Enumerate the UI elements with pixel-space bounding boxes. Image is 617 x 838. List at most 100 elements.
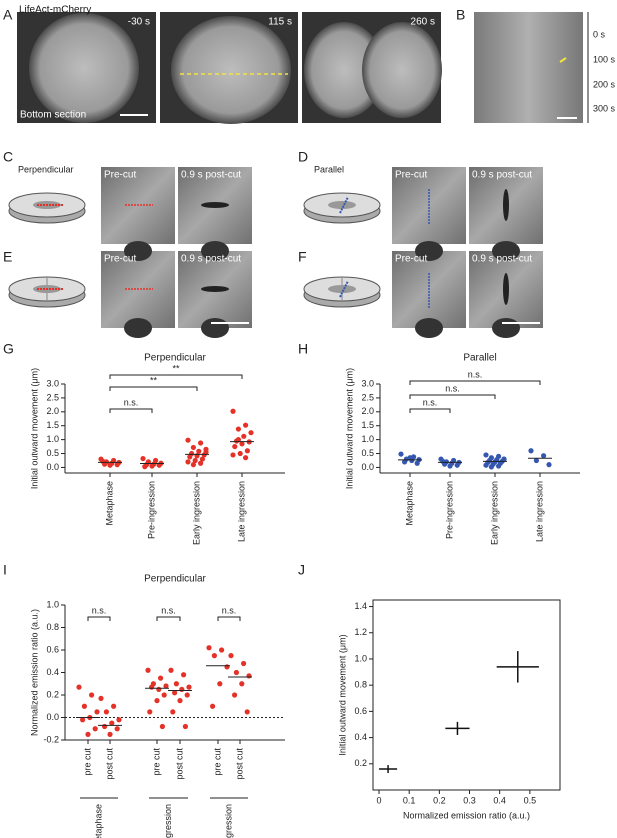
data-point <box>228 653 234 659</box>
panel-letter: G <box>3 341 14 357</box>
spindle <box>328 201 356 209</box>
chart-title: Perpendicular <box>144 574 206 585</box>
y-tick-label: 2.5 <box>361 392 374 402</box>
data-point <box>237 450 243 457</box>
data-point <box>206 645 212 651</box>
arrow <box>559 57 567 63</box>
cut-hole <box>503 273 509 305</box>
significance-bracket <box>156 616 181 621</box>
y-tick-label: 1.2 <box>354 627 367 637</box>
data-point <box>185 437 191 443</box>
data-point <box>198 440 204 446</box>
data-point <box>145 667 151 673</box>
data-point <box>219 647 225 653</box>
data-point <box>244 448 250 454</box>
post-cut-label: 0.9 s post-cut <box>181 170 241 181</box>
y-tick-label: 1.0 <box>46 599 59 609</box>
x-tick-label: Early ingression <box>489 481 499 545</box>
label: Parallel <box>314 164 344 174</box>
data-point <box>196 448 202 454</box>
data-point <box>158 675 164 681</box>
data-point <box>248 430 254 436</box>
data-point <box>172 690 178 696</box>
cell <box>362 22 442 118</box>
data-point <box>114 726 120 732</box>
significance-bracket <box>87 616 111 621</box>
data-point <box>184 692 190 698</box>
y-tick-label: 0.0 <box>46 712 59 722</box>
furrow-shadow <box>415 241 443 261</box>
data-point <box>232 443 238 450</box>
data-point <box>239 681 245 687</box>
y-tick-label: 0.2 <box>354 758 367 768</box>
x-tick-label: pre cut <box>82 748 92 776</box>
panel-letter: B <box>456 7 465 23</box>
data-point <box>85 731 91 737</box>
x-tick-label: Late ingression <box>534 481 544 542</box>
data-point <box>488 464 494 470</box>
y-tick-label: 0.8 <box>46 622 59 632</box>
y-tick-label: 1.0 <box>46 434 59 444</box>
data-point <box>111 703 117 709</box>
y-tick-label: 0.6 <box>354 706 367 716</box>
y-tick-label: 1.5 <box>361 420 374 430</box>
data-point <box>98 695 104 701</box>
data-point <box>187 454 193 460</box>
panel-letter: E <box>3 249 12 265</box>
pre-cut-label: Pre-cut <box>104 170 136 181</box>
post-cut-label: 0.9 s post-cut <box>181 254 241 265</box>
data-point <box>447 463 453 469</box>
data-point <box>186 684 192 690</box>
data-point <box>190 462 196 468</box>
data-point <box>232 692 238 698</box>
group-label: Late ingression <box>223 804 233 838</box>
x-tick-label: 0.5 <box>524 795 537 805</box>
data-point <box>233 669 239 676</box>
x-tick-label: Pre-ingression <box>146 481 156 539</box>
furrow-shadow <box>124 241 152 261</box>
data-point <box>109 720 115 726</box>
significance-label: n.s. <box>445 383 460 393</box>
data-point <box>483 462 489 468</box>
y-tick-label: 0.8 <box>354 680 367 690</box>
significance-bracket <box>109 408 153 413</box>
furrow-shadow <box>201 241 229 261</box>
x-tick-label: post cut <box>234 748 244 780</box>
data-point <box>230 408 236 414</box>
panel-letter: D <box>298 149 308 165</box>
data-point <box>533 457 540 464</box>
y-axis-label: Initial outward movement (μm) <box>29 368 39 489</box>
data-point <box>154 698 160 704</box>
significance-label: n.s. <box>222 605 237 615</box>
x-tick-label: post cut <box>174 748 184 780</box>
data-point <box>190 444 196 451</box>
furrow-shadow <box>492 318 520 338</box>
data-point <box>241 433 247 439</box>
data-point <box>454 462 460 468</box>
x-tick-label: 0.4 <box>493 795 506 805</box>
y-axis-label: Initial outward movement (μm) <box>337 634 347 755</box>
y-tick-label: 0.6 <box>46 644 59 654</box>
y-tick-label: 3.0 <box>46 378 59 388</box>
data-point <box>501 456 507 462</box>
data-point <box>244 709 250 715</box>
data-point <box>211 653 217 659</box>
y-axis-label: Normalized emission ratio (a.u.) <box>29 609 39 736</box>
chart-title: Parallel <box>463 353 496 364</box>
cut-hole <box>201 286 229 292</box>
group-label: Early ingression <box>163 804 173 838</box>
x-tick-label: 0.1 <box>403 795 416 805</box>
data-point <box>398 451 404 457</box>
furrow-shadow <box>415 318 443 338</box>
data-point <box>100 458 106 464</box>
data-point <box>483 452 489 458</box>
x-tick-label: 0 <box>377 795 382 805</box>
data-point <box>528 448 534 454</box>
y-tick-label: 0.0 <box>46 462 59 472</box>
data-point <box>546 462 552 468</box>
time-label: -30 s <box>128 17 150 28</box>
time-label: 100 s <box>593 54 616 64</box>
data-point <box>224 664 230 670</box>
data-point <box>239 441 245 447</box>
